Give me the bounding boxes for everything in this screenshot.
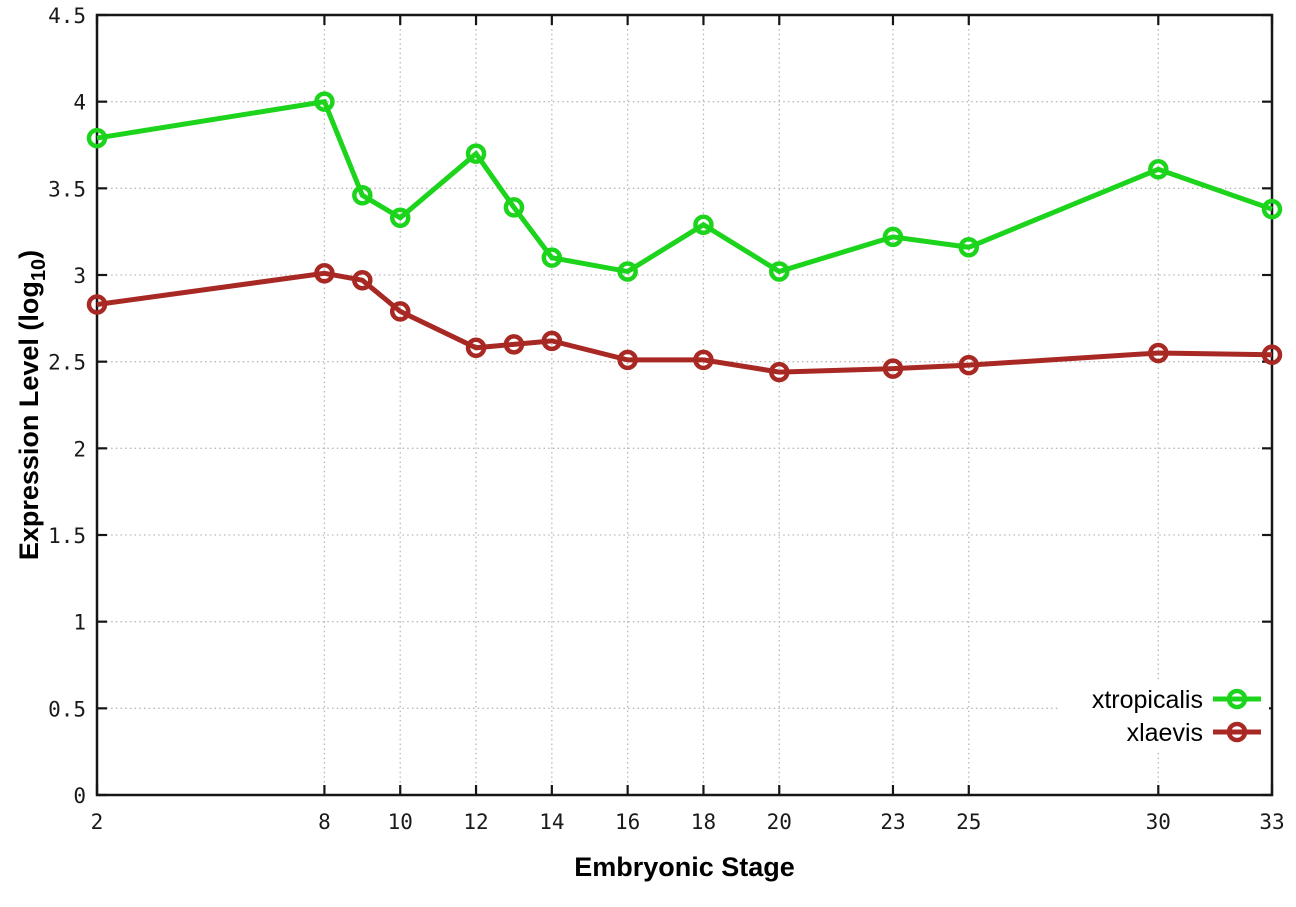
legend-label-xlaevis: xlaevis	[1127, 719, 1203, 747]
data-point-xlaevis	[352, 269, 373, 291]
x-tick-label: 18	[691, 810, 716, 834]
data-point-xtropicalis	[352, 185, 373, 206]
legend-label-xtropicalis: xtropicalis	[1092, 686, 1203, 714]
y-tick-label: 1	[73, 611, 86, 635]
x-tick-label: 23	[880, 810, 905, 834]
y-tick-label: 3.5	[48, 177, 86, 201]
x-tick-label: 12	[463, 810, 488, 834]
data-point-xlaevis	[958, 354, 980, 376]
legend-sample-marker-xlaevis	[1226, 721, 1248, 743]
y-tick-label: 1.5	[48, 524, 86, 548]
y-tick-label: 2	[73, 437, 86, 461]
data-point-xtropicalis	[617, 261, 638, 282]
x-axis-title: Embryonic Stage	[574, 852, 795, 882]
data-point-xtropicalis	[86, 127, 108, 149]
data-point-xlaevis	[389, 301, 411, 322]
data-point-xlaevis	[1261, 344, 1283, 365]
x-tick-label: 30	[1146, 810, 1171, 834]
x-tick-label: 33	[1259, 810, 1284, 834]
data-point-xtropicalis	[693, 214, 714, 235]
data-point-xlaevis	[314, 263, 335, 284]
x-tick-label: 8	[318, 810, 331, 834]
data-point-xtropicalis	[1261, 198, 1283, 220]
x-tick-label: 14	[539, 810, 564, 834]
data-point-xlaevis	[503, 334, 525, 355]
data-point-xtropicalis	[541, 247, 563, 268]
legend-sample-marker-xtropicalis	[1226, 688, 1248, 710]
data-point-xlaevis	[882, 358, 904, 379]
y-tick-label: 4.5	[48, 4, 86, 28]
data-point-xtropicalis	[958, 237, 980, 258]
data-point-xtropicalis	[1148, 159, 1169, 180]
data-point-xtropicalis	[882, 226, 904, 248]
x-tick-label: 16	[615, 810, 640, 834]
y-tick-label: 2.5	[48, 351, 86, 375]
data-point-xlaevis	[541, 330, 563, 352]
x-tick-label: 2	[91, 810, 104, 834]
data-point-xlaevis	[86, 294, 108, 315]
y-axis-title: Expression Level (log10)	[14, 250, 50, 560]
data-point-xtropicalis	[389, 207, 411, 229]
data-point-xlaevis	[769, 361, 790, 383]
data-point-xlaevis	[1148, 342, 1169, 364]
data-point-xtropicalis	[503, 197, 525, 218]
x-tick-label: 25	[956, 810, 981, 834]
x-tick-label: 10	[388, 810, 413, 834]
y-tick-label: 3	[73, 264, 86, 288]
data-point-xlaevis	[465, 337, 487, 359]
y-tick-label: 4	[73, 91, 86, 115]
data-point-xtropicalis	[314, 91, 335, 112]
x-tick-label: 20	[767, 810, 792, 834]
data-point-xtropicalis	[465, 143, 487, 164]
plot-border	[95, 13, 1274, 797]
data-point-xlaevis	[617, 349, 638, 371]
y-tick-label: 0.5	[48, 697, 86, 721]
data-point-xlaevis	[693, 349, 714, 371]
y-tick-label: 0	[73, 784, 86, 808]
data-point-xtropicalis	[769, 261, 790, 282]
